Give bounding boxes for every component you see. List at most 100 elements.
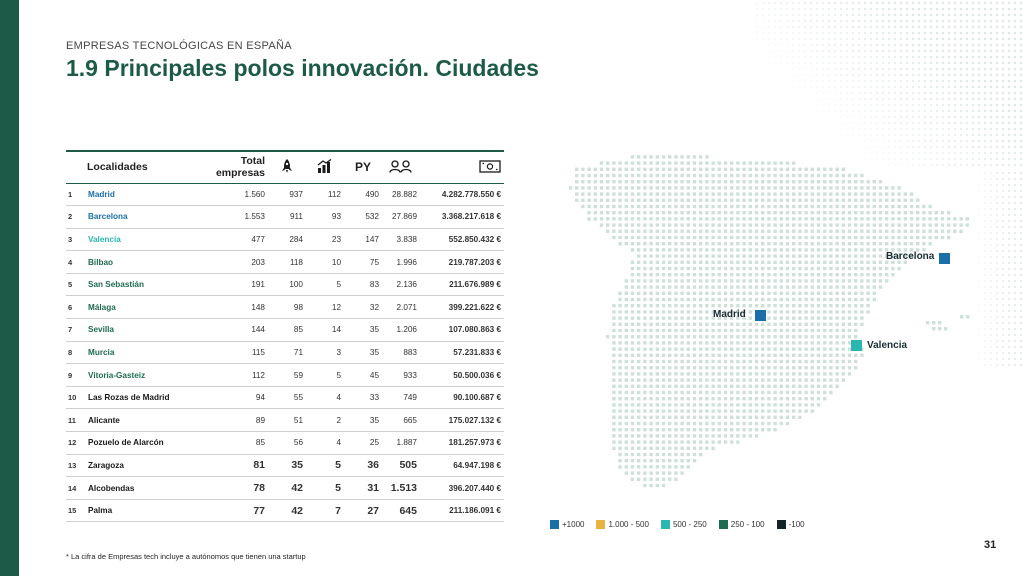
map-dot	[779, 291, 783, 295]
map-dot	[841, 186, 845, 190]
map-dot	[630, 155, 635, 159]
map-dot	[637, 459, 641, 463]
map-dot	[606, 161, 610, 165]
map-dot	[754, 421, 759, 426]
map-dot	[928, 223, 932, 227]
map-dot	[624, 415, 628, 419]
map-dot	[723, 390, 728, 395]
map-dot	[711, 359, 715, 364]
map-dot	[686, 204, 690, 209]
map-dot	[754, 186, 759, 190]
row-number: 15	[66, 499, 85, 523]
map-dot	[829, 273, 833, 277]
map-dot	[785, 192, 790, 196]
map-dot	[829, 229, 833, 233]
map-dot	[680, 316, 684, 320]
map-dot	[779, 347, 783, 351]
map-dot	[692, 452, 697, 457]
map-dot	[699, 366, 703, 370]
map-dot	[649, 310, 653, 314]
map-dot	[736, 291, 740, 295]
map-dot	[810, 273, 814, 277]
map-dot	[816, 242, 821, 246]
map-dot	[885, 235, 889, 240]
map-dot	[841, 167, 845, 171]
map-dot	[643, 260, 647, 264]
map-dot	[717, 297, 721, 302]
map-dot	[674, 242, 678, 246]
map-dot	[730, 440, 734, 444]
map-dot	[810, 198, 814, 202]
map-dot	[742, 322, 746, 326]
map-dot	[661, 297, 666, 302]
map-dot	[723, 266, 728, 271]
row-city-name: Las Rozas de Madrid	[85, 386, 198, 410]
map-dot	[860, 192, 864, 196]
map-dot	[593, 211, 597, 215]
map-dot	[847, 248, 852, 252]
map-dot	[730, 254, 734, 258]
map-dot	[897, 192, 901, 196]
map-dot	[829, 297, 833, 302]
map-dot	[829, 304, 833, 308]
legend-item: 250 - 100	[718, 520, 765, 529]
map-dot	[829, 266, 833, 271]
legend-item: 1.000 - 500	[596, 520, 649, 529]
map-dot	[668, 372, 672, 376]
row-employees: 1.206	[382, 318, 420, 342]
map-dot	[860, 310, 864, 314]
map-dot	[730, 260, 734, 264]
map-dot	[618, 223, 622, 227]
map-dot	[785, 273, 790, 277]
map-dot	[847, 273, 852, 277]
map-dot	[866, 266, 870, 271]
map-dot	[680, 471, 684, 475]
map-dot	[854, 242, 858, 246]
map-dot	[649, 471, 653, 475]
map-dot	[754, 359, 759, 364]
map-dot	[661, 291, 666, 295]
map-dot	[655, 173, 659, 178]
map-dot	[723, 415, 728, 419]
map-dot	[668, 335, 672, 339]
map-dot	[624, 471, 628, 475]
row-startups: 911	[268, 205, 306, 229]
map-dot	[835, 186, 839, 190]
map-dot	[779, 366, 783, 370]
map-dot	[748, 341, 752, 345]
map-dot	[699, 198, 703, 202]
map-dot	[891, 266, 895, 271]
map-dot	[736, 167, 740, 171]
map-dot	[637, 409, 641, 413]
map-dot	[723, 254, 728, 258]
map-dot	[823, 372, 827, 376]
map-dot	[773, 297, 777, 302]
map-dot	[643, 310, 647, 314]
row-startups: 85	[268, 318, 306, 342]
map-dot	[630, 242, 635, 246]
map-dot	[773, 304, 777, 308]
map-dot	[599, 211, 604, 215]
map-dot	[655, 483, 659, 488]
map-dot	[612, 434, 616, 438]
map-dot	[742, 285, 746, 289]
map-dot	[748, 217, 752, 221]
map-dot	[916, 217, 920, 221]
map-dot	[686, 254, 690, 258]
map-dot	[754, 297, 759, 302]
map-dot	[699, 235, 703, 240]
map-dot	[686, 353, 690, 357]
map-dot	[767, 415, 771, 419]
map-dot	[587, 211, 591, 215]
map-dot	[661, 446, 666, 450]
map-dot	[630, 192, 635, 196]
map-dot	[754, 248, 759, 252]
map-dot	[748, 384, 752, 388]
map-dot	[854, 217, 858, 221]
map-dot	[798, 322, 802, 326]
map-dot	[637, 372, 641, 376]
map-dot	[655, 161, 659, 165]
map-dot	[823, 167, 827, 171]
map-dot	[779, 341, 783, 345]
map-dot	[581, 186, 585, 190]
